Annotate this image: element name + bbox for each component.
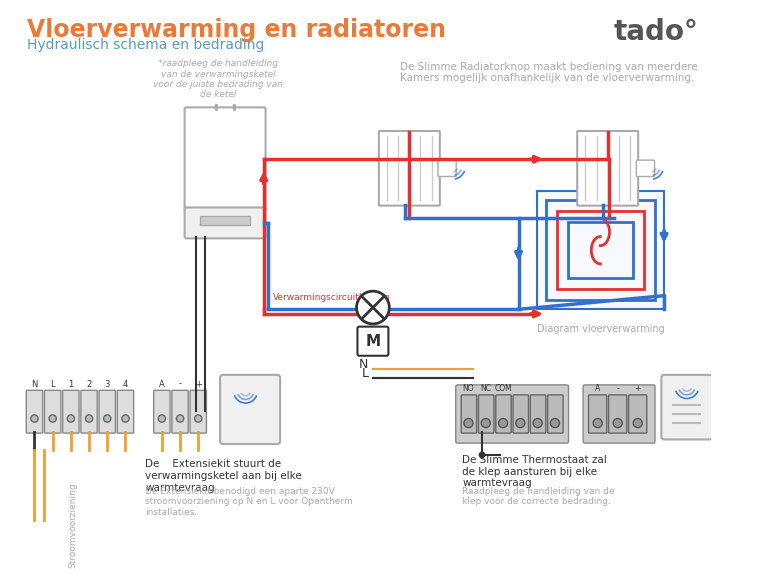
Circle shape [464, 418, 473, 428]
FancyBboxPatch shape [629, 395, 647, 433]
Circle shape [479, 452, 485, 457]
FancyBboxPatch shape [184, 207, 266, 238]
Bar [200, 216, 250, 225]
Bar [568, 222, 633, 278]
Circle shape [613, 418, 623, 428]
Text: M: M [365, 333, 380, 348]
FancyBboxPatch shape [461, 395, 477, 433]
FancyBboxPatch shape [479, 395, 494, 433]
Text: 3: 3 [104, 379, 110, 389]
Text: NO: NO [463, 384, 474, 393]
Bar [536, 191, 664, 309]
Text: tado°: tado° [613, 18, 699, 46]
Text: De Slimme Thermostaat zal
de klep aansturen bij elke
warmtevraag: De Slimme Thermostaat zal de klep aanstu… [462, 455, 607, 488]
FancyBboxPatch shape [357, 327, 389, 356]
FancyBboxPatch shape [588, 395, 607, 433]
Bar [546, 200, 655, 300]
Text: L: L [361, 367, 368, 379]
Text: Hydraulisch schema en bedrading: Hydraulisch schema en bedrading [27, 38, 264, 52]
Circle shape [533, 418, 543, 428]
Text: A: A [595, 384, 600, 393]
Circle shape [498, 418, 507, 428]
Circle shape [67, 415, 75, 422]
Text: De Extensiekit benodigd een aparte 230V
stroomvoorziening op N en L voor Openthe: De Extensiekit benodigd een aparte 230V … [146, 487, 354, 517]
FancyBboxPatch shape [190, 390, 207, 433]
FancyBboxPatch shape [577, 131, 638, 205]
Text: De    Extensiekit stuurt de
verwarmingsketel aan bij elke
warmtevraag: De Extensiekit stuurt de verwarmingskete… [146, 459, 303, 492]
Text: -: - [178, 379, 181, 389]
FancyBboxPatch shape [456, 385, 568, 443]
FancyBboxPatch shape [26, 390, 43, 433]
FancyBboxPatch shape [513, 395, 529, 433]
FancyBboxPatch shape [184, 107, 266, 211]
Circle shape [30, 415, 38, 422]
Text: 2: 2 [86, 379, 91, 389]
FancyBboxPatch shape [496, 395, 511, 433]
Text: Raadpleeg de handleiding van de
klep voor de correcte bedrading.: Raadpleeg de handleiding van de klep voo… [462, 487, 615, 506]
FancyBboxPatch shape [154, 390, 170, 433]
FancyBboxPatch shape [44, 390, 61, 433]
FancyBboxPatch shape [438, 160, 456, 177]
Text: -: - [616, 384, 619, 393]
FancyBboxPatch shape [379, 131, 440, 205]
Circle shape [482, 418, 490, 428]
Circle shape [85, 415, 93, 422]
Bar [557, 211, 644, 289]
FancyBboxPatch shape [548, 395, 563, 433]
Text: A: A [159, 379, 165, 389]
Circle shape [158, 415, 165, 422]
Text: Vloerverwarming en radiatoren: Vloerverwarming en radiatoren [27, 18, 447, 42]
Text: NC: NC [480, 384, 491, 393]
Circle shape [194, 415, 202, 422]
Circle shape [357, 291, 389, 324]
Text: Stroomvoorziening: Stroomvoorziening [68, 482, 77, 568]
Text: Verwarmingscircuitleiding: Verwarmingscircuitleiding [273, 293, 390, 302]
FancyBboxPatch shape [661, 375, 712, 440]
Text: Diagram vloerverwarming: Diagram vloerverwarming [536, 324, 664, 334]
Text: 1: 1 [69, 379, 73, 389]
Circle shape [122, 415, 129, 422]
Text: N: N [359, 358, 368, 371]
FancyBboxPatch shape [172, 390, 188, 433]
Text: +: + [635, 384, 641, 393]
Circle shape [49, 415, 56, 422]
Text: COM: COM [495, 384, 512, 393]
FancyBboxPatch shape [530, 395, 546, 433]
Circle shape [516, 418, 525, 428]
Text: 4: 4 [123, 379, 128, 389]
FancyBboxPatch shape [99, 390, 116, 433]
Text: N: N [31, 379, 37, 389]
Text: L: L [50, 379, 55, 389]
FancyBboxPatch shape [81, 390, 98, 433]
FancyBboxPatch shape [583, 385, 655, 443]
Text: De Slimme Radiatorknop maakt bediening van meerdere
Kamers mogelijk onafhankelij: De Slimme Radiatorknop maakt bediening v… [400, 62, 698, 83]
Circle shape [550, 418, 559, 428]
Circle shape [633, 418, 642, 428]
Circle shape [104, 415, 111, 422]
Circle shape [593, 418, 602, 428]
FancyBboxPatch shape [62, 390, 79, 433]
Circle shape [177, 415, 184, 422]
Text: +: + [195, 379, 202, 389]
FancyBboxPatch shape [220, 375, 280, 444]
FancyBboxPatch shape [117, 390, 133, 433]
FancyBboxPatch shape [609, 395, 627, 433]
Text: *raadpleeg de handleiding
van de verwarmingsketel
voor de juiste bedrading van
d: *raadpleeg de handleiding van de verwarm… [153, 59, 283, 99]
FancyBboxPatch shape [636, 160, 655, 177]
